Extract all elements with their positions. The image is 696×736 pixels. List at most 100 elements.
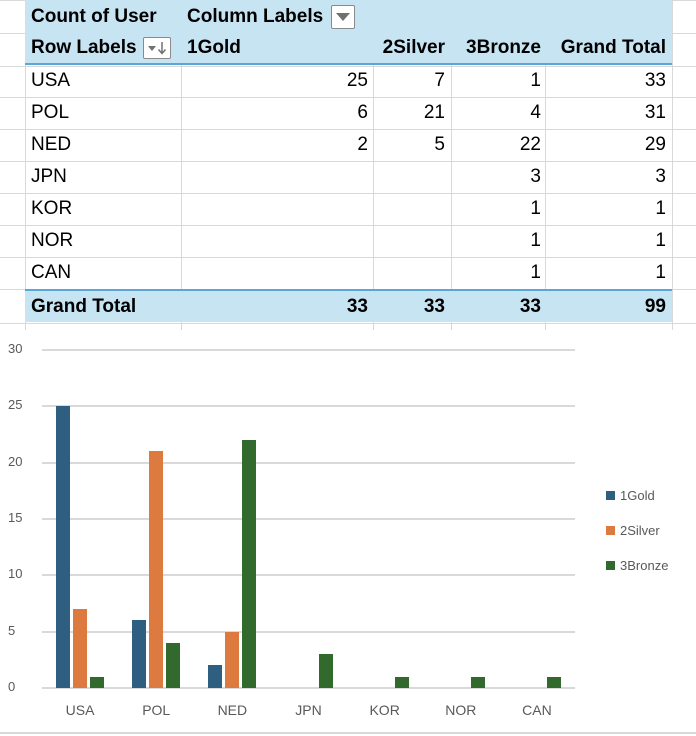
y-tick-label: 10	[8, 566, 23, 582]
row-label: KOR	[31, 198, 73, 219]
chart-bottom-border	[0, 732, 696, 734]
total-value: 1	[655, 230, 666, 251]
sort-filter-icon	[147, 42, 166, 55]
legend-item[interactable]: 2Silver	[606, 523, 660, 538]
y-tick-label: 15	[8, 510, 23, 525]
row-sort-filter-button[interactable]	[142, 37, 171, 59]
silver-value: 21	[423, 102, 445, 123]
bar-ned-3bronze[interactable]	[242, 440, 257, 688]
silver-value	[373, 161, 445, 193]
gold-value	[285, 161, 368, 193]
bronze-value: 1	[530, 70, 541, 91]
total-value: 3	[655, 166, 666, 187]
x-tick-label: POL	[142, 702, 171, 718]
total-value: 33	[644, 70, 666, 91]
bronze-value: 1	[530, 198, 541, 219]
silver-value	[373, 193, 445, 225]
bronze-value: 1	[530, 262, 541, 283]
gridline	[42, 687, 575, 689]
gridline	[42, 518, 575, 520]
table-row[interactable]: POL 6 21 4 31	[25, 97, 672, 129]
medal-bar-chart[interactable]: 0 5 10 15 20 25 30 USA POL NED JPN KOR NOR CAN 1Gold…	[0, 330, 696, 736]
plot-area	[42, 350, 575, 688]
column-labels-header: Column Labels	[187, 0, 356, 33]
row-label: USA	[31, 70, 71, 91]
legend-item[interactable]: 3Bronze	[606, 558, 668, 573]
row-label: POL	[31, 102, 70, 123]
x-tick-label: NED	[217, 702, 248, 718]
bronze-value: 3	[530, 166, 541, 187]
bar-ned-1gold[interactable]	[208, 665, 223, 688]
grand-total-row[interactable]: Grand Total 33 33 33 99	[25, 289, 672, 322]
legend-label: 2Silver	[620, 523, 660, 538]
column-header-grand-total: Grand Total	[560, 37, 666, 58]
bar-ned-2silver[interactable]	[225, 631, 240, 688]
column-header-gold: 1Gold	[187, 37, 241, 58]
column-header-silver: 2Silver	[382, 37, 445, 58]
row-labels-text: Row Labels	[31, 37, 137, 58]
x-tick-label: USA	[65, 702, 95, 718]
dropdown-arrow-icon	[336, 12, 351, 21]
table-row[interactable]: NED 2 5 22 29	[25, 129, 672, 161]
table-row[interactable]: USA 25 7 1 33	[25, 65, 672, 97]
y-tick-label: 5	[8, 622, 16, 638]
pivot-header-row-2: Row Labels 1Gold 2Silver 3Bronze Grand T…	[25, 33, 672, 65]
silver-value	[373, 257, 445, 289]
legend-label: 3Bronze	[620, 558, 669, 573]
gold-value: 25	[346, 70, 368, 91]
gold-value	[285, 225, 368, 257]
x-tick-label: JPN	[295, 702, 322, 718]
legend-swatch-icon	[606, 526, 615, 535]
bar-usa-3bronze[interactable]	[90, 676, 105, 688]
pivot-table: Count of User Column Labels Row Labels 1…	[25, 0, 672, 322]
bar-kor-3bronze[interactable]	[394, 676, 409, 688]
total-value: 29	[644, 134, 666, 155]
grand-total-label: Grand Total	[31, 295, 137, 317]
column-labels-text: Column Labels	[187, 5, 324, 27]
bronze-value: 22	[519, 134, 541, 155]
x-tick-label: CAN	[522, 702, 552, 718]
silver-value	[373, 225, 445, 257]
table-row[interactable]: KOR 1 1	[25, 193, 672, 225]
gridline	[42, 405, 575, 408]
bar-usa-1gold[interactable]	[56, 406, 71, 688]
bar-usa-2silver[interactable]	[73, 609, 88, 688]
gridline	[42, 574, 575, 577]
gold-value: 6	[357, 102, 368, 123]
gold-value	[285, 257, 368, 289]
total-value: 31	[644, 102, 666, 123]
grand-total-all: 99	[644, 295, 666, 317]
grand-total-silver: 33	[423, 295, 445, 317]
pivot-header-row-1: Count of User Column Labels	[25, 0, 672, 33]
grand-total-bronze: 33	[519, 295, 541, 317]
row-label: NOR	[31, 230, 74, 251]
grand-total-gold: 33	[346, 295, 368, 317]
legend-swatch-icon	[606, 561, 615, 570]
table-row[interactable]: NOR 1 1	[25, 225, 672, 257]
gridline	[42, 349, 575, 351]
bar-pol-1gold[interactable]	[132, 620, 147, 688]
column-filter-button[interactable]	[331, 4, 356, 29]
value-field-label: Count of User	[31, 5, 157, 27]
bar-pol-2silver[interactable]	[149, 451, 164, 688]
gold-value: 2	[357, 134, 368, 155]
bronze-value: 4	[530, 102, 541, 123]
bar-nor-3bronze[interactable]	[470, 676, 485, 688]
legend-item[interactable]: 1Gold	[606, 488, 655, 503]
total-value: 1	[655, 262, 666, 283]
bar-pol-3bronze[interactable]	[166, 642, 181, 688]
bar-jpn-3bronze[interactable]	[318, 654, 333, 688]
bar-can-3bronze[interactable]	[546, 676, 561, 688]
y-tick-label: 30	[8, 341, 23, 356]
row-label: JPN	[31, 166, 67, 187]
x-tick-label: NOR	[445, 702, 477, 718]
total-value: 1	[655, 198, 666, 219]
table-row[interactable]: JPN 3 3	[25, 161, 672, 193]
legend-swatch-icon	[606, 491, 615, 500]
gold-value	[285, 193, 368, 225]
legend-label: 1Gold	[620, 488, 655, 503]
column-header-bronze: 3Bronze	[466, 37, 541, 58]
silver-value: 7	[434, 70, 445, 91]
table-row[interactable]: CAN 1 1	[25, 257, 672, 289]
row-labels-header: Row Labels	[31, 33, 171, 63]
